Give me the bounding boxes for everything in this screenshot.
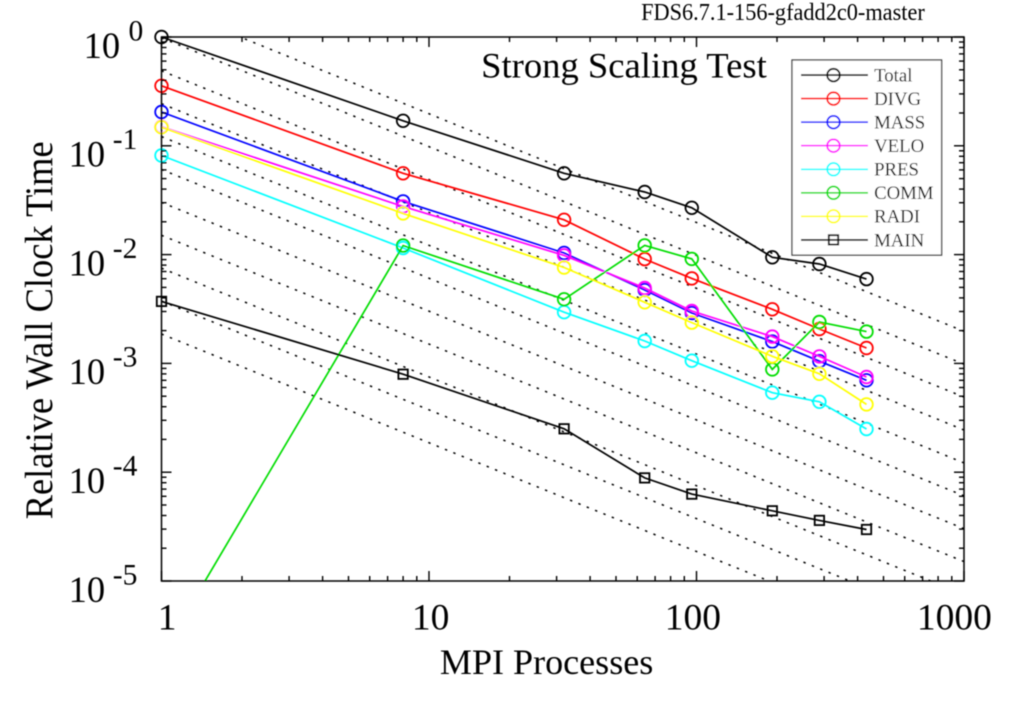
svg-text:Total: Total (874, 66, 912, 87)
svg-text:10: 10 (69, 460, 106, 501)
svg-text:DIVG: DIVG (874, 89, 921, 110)
svg-text:-3: -3 (113, 342, 138, 374)
svg-text:VELO: VELO (874, 136, 924, 157)
svg-text:MPI Processes: MPI Processes (440, 642, 653, 682)
svg-text:10: 10 (84, 25, 121, 66)
svg-text:0: 0 (129, 15, 144, 47)
svg-text:-2: -2 (113, 233, 138, 265)
svg-text:1: 1 (158, 597, 177, 638)
svg-text:10: 10 (69, 351, 106, 392)
svg-text:1000: 1000 (917, 597, 992, 638)
svg-text:MASS: MASS (874, 113, 925, 134)
svg-text:10: 10 (69, 242, 106, 283)
svg-text:Relative Wall Clock Time: Relative Wall Clock Time (17, 141, 61, 519)
svg-text:FDS6.7.1-156-gfadd2c0-master: FDS6.7.1-156-gfadd2c0-master (641, 0, 925, 26)
svg-text:-4: -4 (113, 451, 138, 483)
svg-text:-5: -5 (113, 559, 138, 591)
svg-text:PRES: PRES (874, 160, 919, 181)
svg-text:-1: -1 (113, 124, 138, 156)
svg-text:100: 100 (665, 597, 721, 638)
svg-text:RADI: RADI (874, 207, 920, 228)
svg-text:COMM: COMM (874, 183, 934, 204)
svg-text:10: 10 (69, 134, 106, 175)
svg-text:10: 10 (69, 569, 106, 610)
svg-text:Strong Scaling Test: Strong Scaling Test (481, 46, 767, 86)
svg-text:MAIN: MAIN (874, 230, 925, 251)
svg-text:10: 10 (412, 597, 450, 638)
